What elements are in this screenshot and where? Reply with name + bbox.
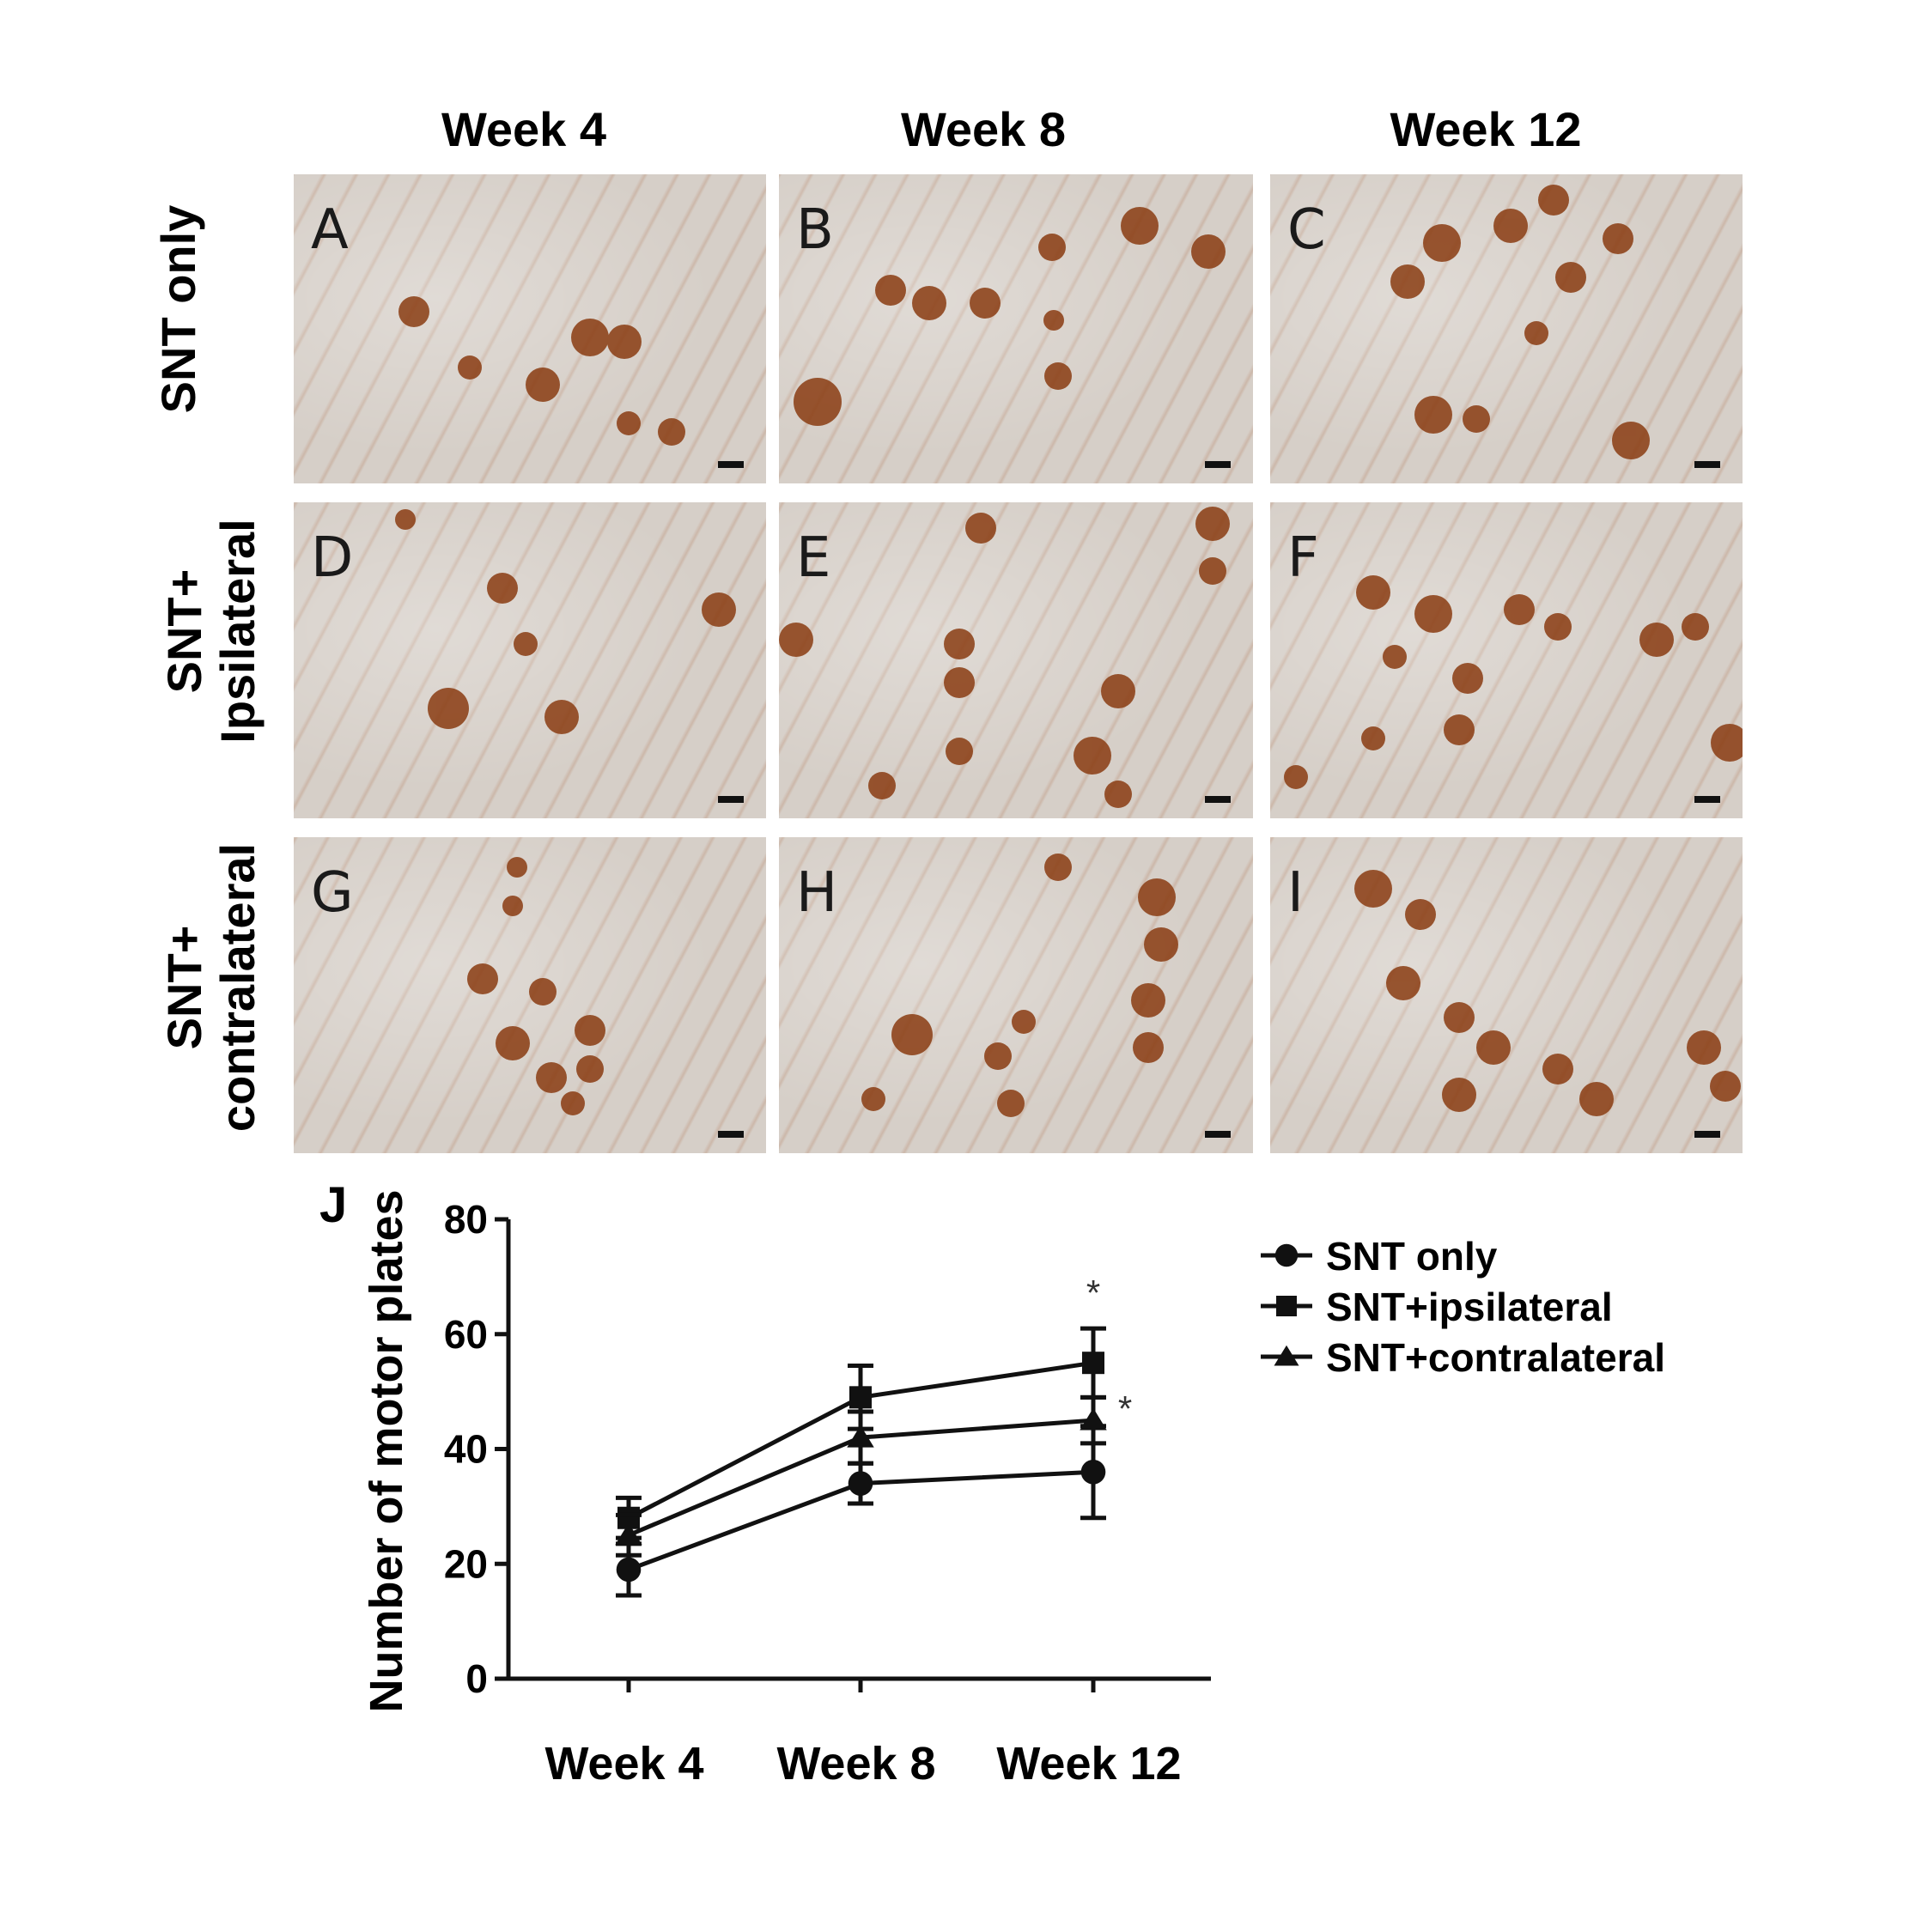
scale-bar [1205,796,1231,803]
data-point-triangle [615,1522,642,1546]
x-tick-label: Week 8 [776,1738,935,1789]
y-axis-label: Number of motor plates [361,1189,412,1712]
y-tick-label: 60 [444,1312,488,1357]
stained-cells-image [1390,185,1650,459]
x-tick-label: Week 12 [996,1738,1181,1789]
panel-letter-f: F [1287,526,1319,590]
scale-bar [718,796,744,803]
panel-letter-i: I [1287,861,1304,925]
micrograph-panel-b: B [779,174,1253,483]
panel-letter-c: C [1287,198,1326,262]
panel-letter-b: B [796,198,834,262]
scale-bar [1694,1131,1720,1138]
legend-label: SNT+ipsilateral [1326,1285,1613,1329]
stained-cells-image [398,296,685,446]
panel-letter-a: A [311,198,349,262]
micrograph-panel-a: A [294,174,766,483]
data-point-circle [848,1471,873,1496]
significance-asterisk: * [1118,1388,1132,1429]
column-header-week-4: Week 4 [441,102,606,156]
stained-cells-image [861,854,1178,1117]
data-point-circle [616,1557,642,1583]
data-point-square [849,1386,872,1409]
data-point-triangle [1080,1407,1107,1431]
legend-marker-square [1276,1296,1297,1316]
panel-letter-j: J [319,1177,348,1233]
significance-asterisk: * [1086,1273,1100,1313]
scale-bar [1694,461,1720,468]
panel-letter-d: D [311,526,354,590]
scale-bar [1694,796,1720,803]
legend-marker-triangle [1274,1345,1299,1366]
data-point-circle [1080,1459,1106,1485]
legend-marker-circle [1274,1243,1299,1267]
scale-bar [1205,461,1231,468]
panel-letter-g: G [311,861,354,925]
micrograph-panel-f: F [1270,502,1743,818]
y-tick-label: 0 [465,1656,488,1701]
stained-cells-image [1284,575,1743,789]
stained-cells-image [779,507,1230,808]
stained-cells-image [1354,870,1741,1116]
stained-cells-image [467,857,605,1115]
scale-bar [718,1131,744,1138]
panel-letter-h: H [796,861,838,925]
x-tick-label: Week 4 [544,1738,703,1789]
stained-cells-image [395,509,736,734]
panel-letter-e: E [796,526,831,590]
micrograph-panel-i: I [1270,837,1743,1153]
micrograph-panel-d: D [294,502,766,818]
legend-label: SNT only [1326,1234,1498,1279]
y-tick-label: 80 [444,1197,488,1242]
data-point-square [1082,1352,1104,1375]
micrograph-panel-g: G [294,837,766,1153]
y-tick-label: 20 [444,1541,488,1586]
column-header-week-12: Week 12 [1390,102,1582,156]
data-point-triangle [847,1425,874,1448]
y-tick-label: 40 [444,1427,488,1472]
stained-cells-image [794,207,1226,426]
scale-bar [1205,1131,1231,1138]
micrograph-panel-c: C [1270,174,1743,483]
micrograph-panel-h: H [779,837,1253,1153]
micrograph-panel-e: E [779,502,1253,818]
legend-label: SNT+contralateral [1326,1335,1665,1380]
column-header-week-8: Week 8 [901,102,1066,156]
scale-bar [718,461,744,468]
